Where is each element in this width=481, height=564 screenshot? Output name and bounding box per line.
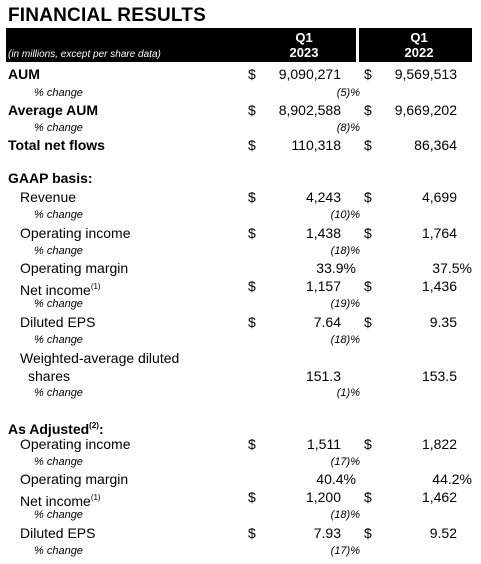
column-header-q1-2022: Q1 2022 xyxy=(404,30,434,60)
column-header-q1-2023: Q1 2023 xyxy=(289,30,319,60)
aum-2022: 9,569,513 xyxy=(394,66,457,82)
page-title: FINANCIAL RESULTS xyxy=(8,5,206,26)
units-note: (in millions, except per share data) xyxy=(8,49,161,60)
aum-2023: 9,090,271 xyxy=(278,66,341,82)
table-header: (in millions, except per share data) Q1 2… xyxy=(6,28,472,62)
column-divider xyxy=(356,28,359,62)
